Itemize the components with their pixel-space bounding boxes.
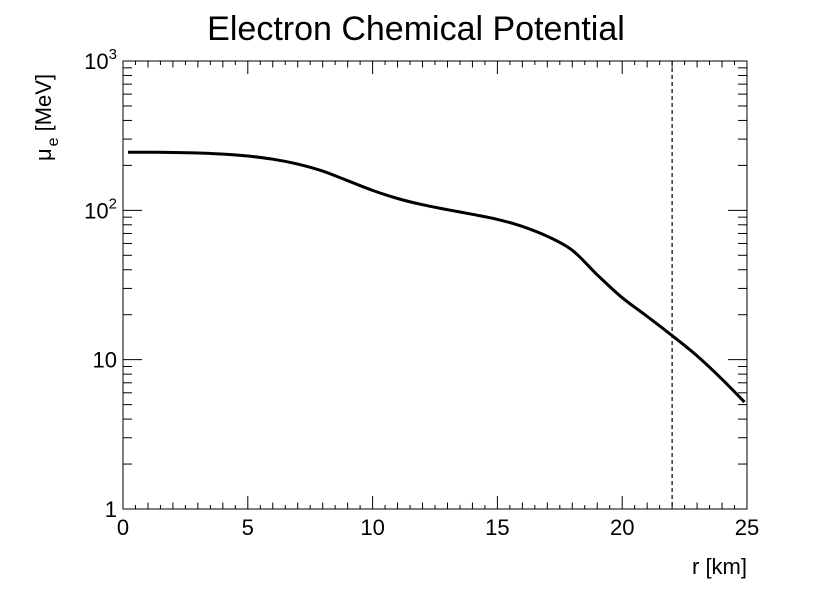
y-tick-label: 10 <box>93 348 117 373</box>
series-line <box>127 150 746 404</box>
y-axis-ticks <box>123 67 747 510</box>
x-tick-label: 0 <box>117 515 129 540</box>
x-tick-label: 20 <box>610 515 634 540</box>
x-tick-label: 25 <box>735 515 759 540</box>
y-tick-label: 103 <box>84 46 117 74</box>
x-tick-label: 10 <box>360 515 384 540</box>
y-tick-label: 1 <box>105 497 117 522</box>
x-axis-tick-labels: 0 5 10 15 20 25 <box>117 515 759 540</box>
x-tick-label: 5 <box>242 515 254 540</box>
plot-frame <box>122 60 748 510</box>
y-tick-label: 102 <box>84 195 117 223</box>
chart-title: Electron Chemical Potential <box>207 10 625 48</box>
x-axis-ticks <box>122 61 748 509</box>
y-axis-label-unit: [MeV] <box>31 74 56 131</box>
x-tick-label: 15 <box>485 515 509 540</box>
y-axis-label-symbol: μ <box>31 148 56 161</box>
y-axis-tick-labels: 1 10 102 103 <box>84 46 117 522</box>
x-axis-label: r [km] <box>692 554 747 579</box>
y-axis-label: μe [MeV] <box>31 74 62 161</box>
y-axis-label-subscript: e <box>45 137 62 146</box>
